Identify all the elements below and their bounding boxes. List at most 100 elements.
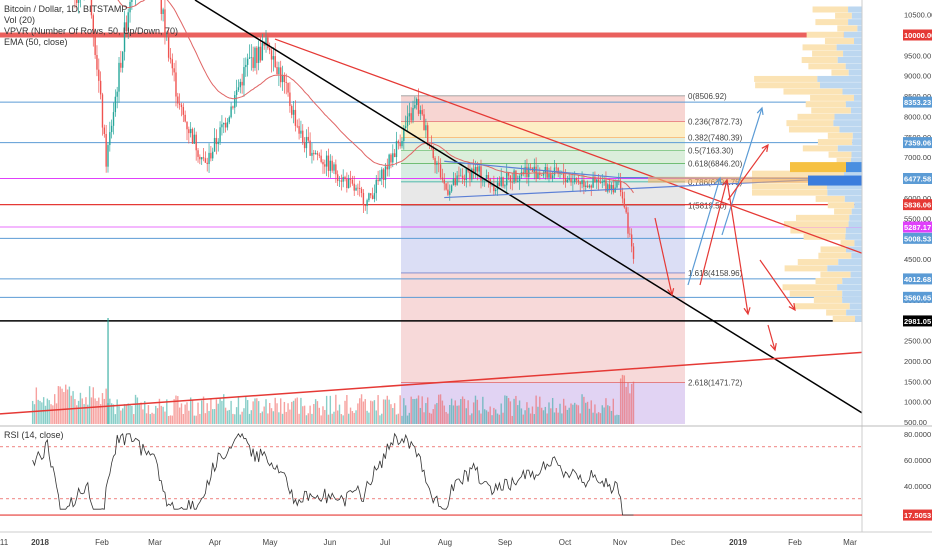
volume-bar	[346, 395, 348, 424]
candle-body	[478, 166, 480, 172]
candle-body	[517, 181, 519, 182]
candle-body	[572, 181, 574, 183]
candle-body	[550, 174, 552, 179]
volume-bar	[522, 414, 524, 424]
vpvr-bar-down	[845, 63, 862, 70]
volume-bar	[528, 407, 530, 424]
red-trendline-upper	[274, 38, 862, 254]
volume-bar	[507, 398, 510, 424]
vpvr-bar-up	[813, 296, 843, 303]
time-tick-label: May	[262, 538, 277, 547]
volume-bar	[550, 408, 552, 424]
vpvr-bar-up	[802, 145, 838, 152]
candle-body	[596, 179, 598, 183]
vpvr-bar-up	[811, 107, 851, 114]
volume-bar	[625, 386, 627, 424]
candle-body	[423, 114, 425, 131]
candle-body	[515, 170, 517, 182]
candle-body	[120, 62, 122, 68]
candle-body	[243, 67, 245, 86]
vpvr-bar-down	[843, 31, 862, 38]
volume-bar	[123, 404, 126, 424]
candle-body	[294, 109, 297, 126]
volume-bar	[74, 399, 76, 424]
red-arrow-right	[759, 259, 796, 311]
volume-bar	[305, 415, 308, 424]
candle-body	[392, 153, 394, 163]
volume-bar	[300, 397, 302, 424]
volume-bar	[445, 411, 447, 424]
volume-bar	[221, 400, 223, 424]
candle-body	[493, 184, 495, 192]
candle-body	[162, 9, 164, 14]
candle-body	[349, 178, 352, 180]
candle-body	[610, 185, 613, 191]
volume-bar	[256, 398, 258, 424]
candle-body	[597, 179, 600, 183]
candle-body	[507, 172, 510, 176]
vpvr-bar-up	[820, 271, 851, 278]
candle-body	[368, 193, 370, 201]
volume-bar	[206, 403, 208, 424]
candle-body	[425, 125, 427, 131]
volume-bar	[632, 381, 635, 424]
vpvr-poc-down	[846, 162, 862, 173]
candle-body	[210, 152, 212, 159]
volume-bar	[131, 405, 133, 424]
volume-bar	[607, 405, 609, 424]
volume-bar	[239, 414, 241, 424]
volume-bar	[268, 402, 271, 424]
volume-bar	[228, 409, 230, 424]
volume-bars	[31, 318, 635, 424]
volume-bar	[173, 399, 175, 424]
volume-bar	[381, 413, 383, 424]
volume-bar	[235, 407, 238, 424]
volume-bar	[568, 407, 570, 424]
candle-body	[472, 168, 475, 173]
vpvr-bar-up	[789, 290, 843, 297]
candle-body	[76, 0, 78, 3]
candle-body	[256, 47, 258, 63]
volume-bar	[171, 415, 173, 424]
candle-body	[500, 177, 502, 186]
vpvr-bar-down	[833, 120, 862, 127]
volume-bar	[623, 375, 626, 424]
candle-body	[94, 35, 96, 56]
candle-body	[616, 182, 618, 188]
vpvr-bar-up	[815, 195, 845, 202]
price-tag-bg	[903, 137, 932, 149]
candle-body	[268, 48, 271, 51]
volume-bar	[199, 413, 201, 424]
volume-bar	[114, 414, 117, 424]
time-tick-label: Feb	[788, 538, 802, 547]
price-tag: 2981.05	[904, 317, 931, 326]
candle-body	[588, 185, 591, 188]
volume-bar	[215, 399, 218, 424]
vpvr-bar-up	[783, 88, 843, 95]
fib-band	[401, 121, 685, 138]
candle-body	[583, 180, 585, 187]
volume-bar	[278, 412, 280, 424]
candle-body	[338, 180, 341, 182]
volume-bar	[296, 397, 298, 424]
volume-bar	[39, 400, 41, 424]
vpvr-bar-down	[848, 6, 862, 13]
volume-bar	[436, 403, 438, 424]
candle-body	[110, 125, 113, 133]
volume-bar	[618, 414, 620, 424]
volume-bar	[35, 387, 38, 424]
volume-bar	[204, 413, 207, 424]
candle-body	[498, 182, 501, 186]
candle-body	[353, 183, 355, 191]
candle-body	[397, 141, 400, 144]
vpvr-bar-up	[783, 221, 849, 228]
fib-band	[401, 181, 685, 206]
vpvr-bar-up	[831, 69, 849, 76]
candle-body	[357, 187, 359, 189]
candle-body	[415, 99, 418, 106]
candle-body	[237, 87, 240, 91]
candle-body	[404, 126, 407, 128]
volume-bar	[355, 410, 357, 424]
